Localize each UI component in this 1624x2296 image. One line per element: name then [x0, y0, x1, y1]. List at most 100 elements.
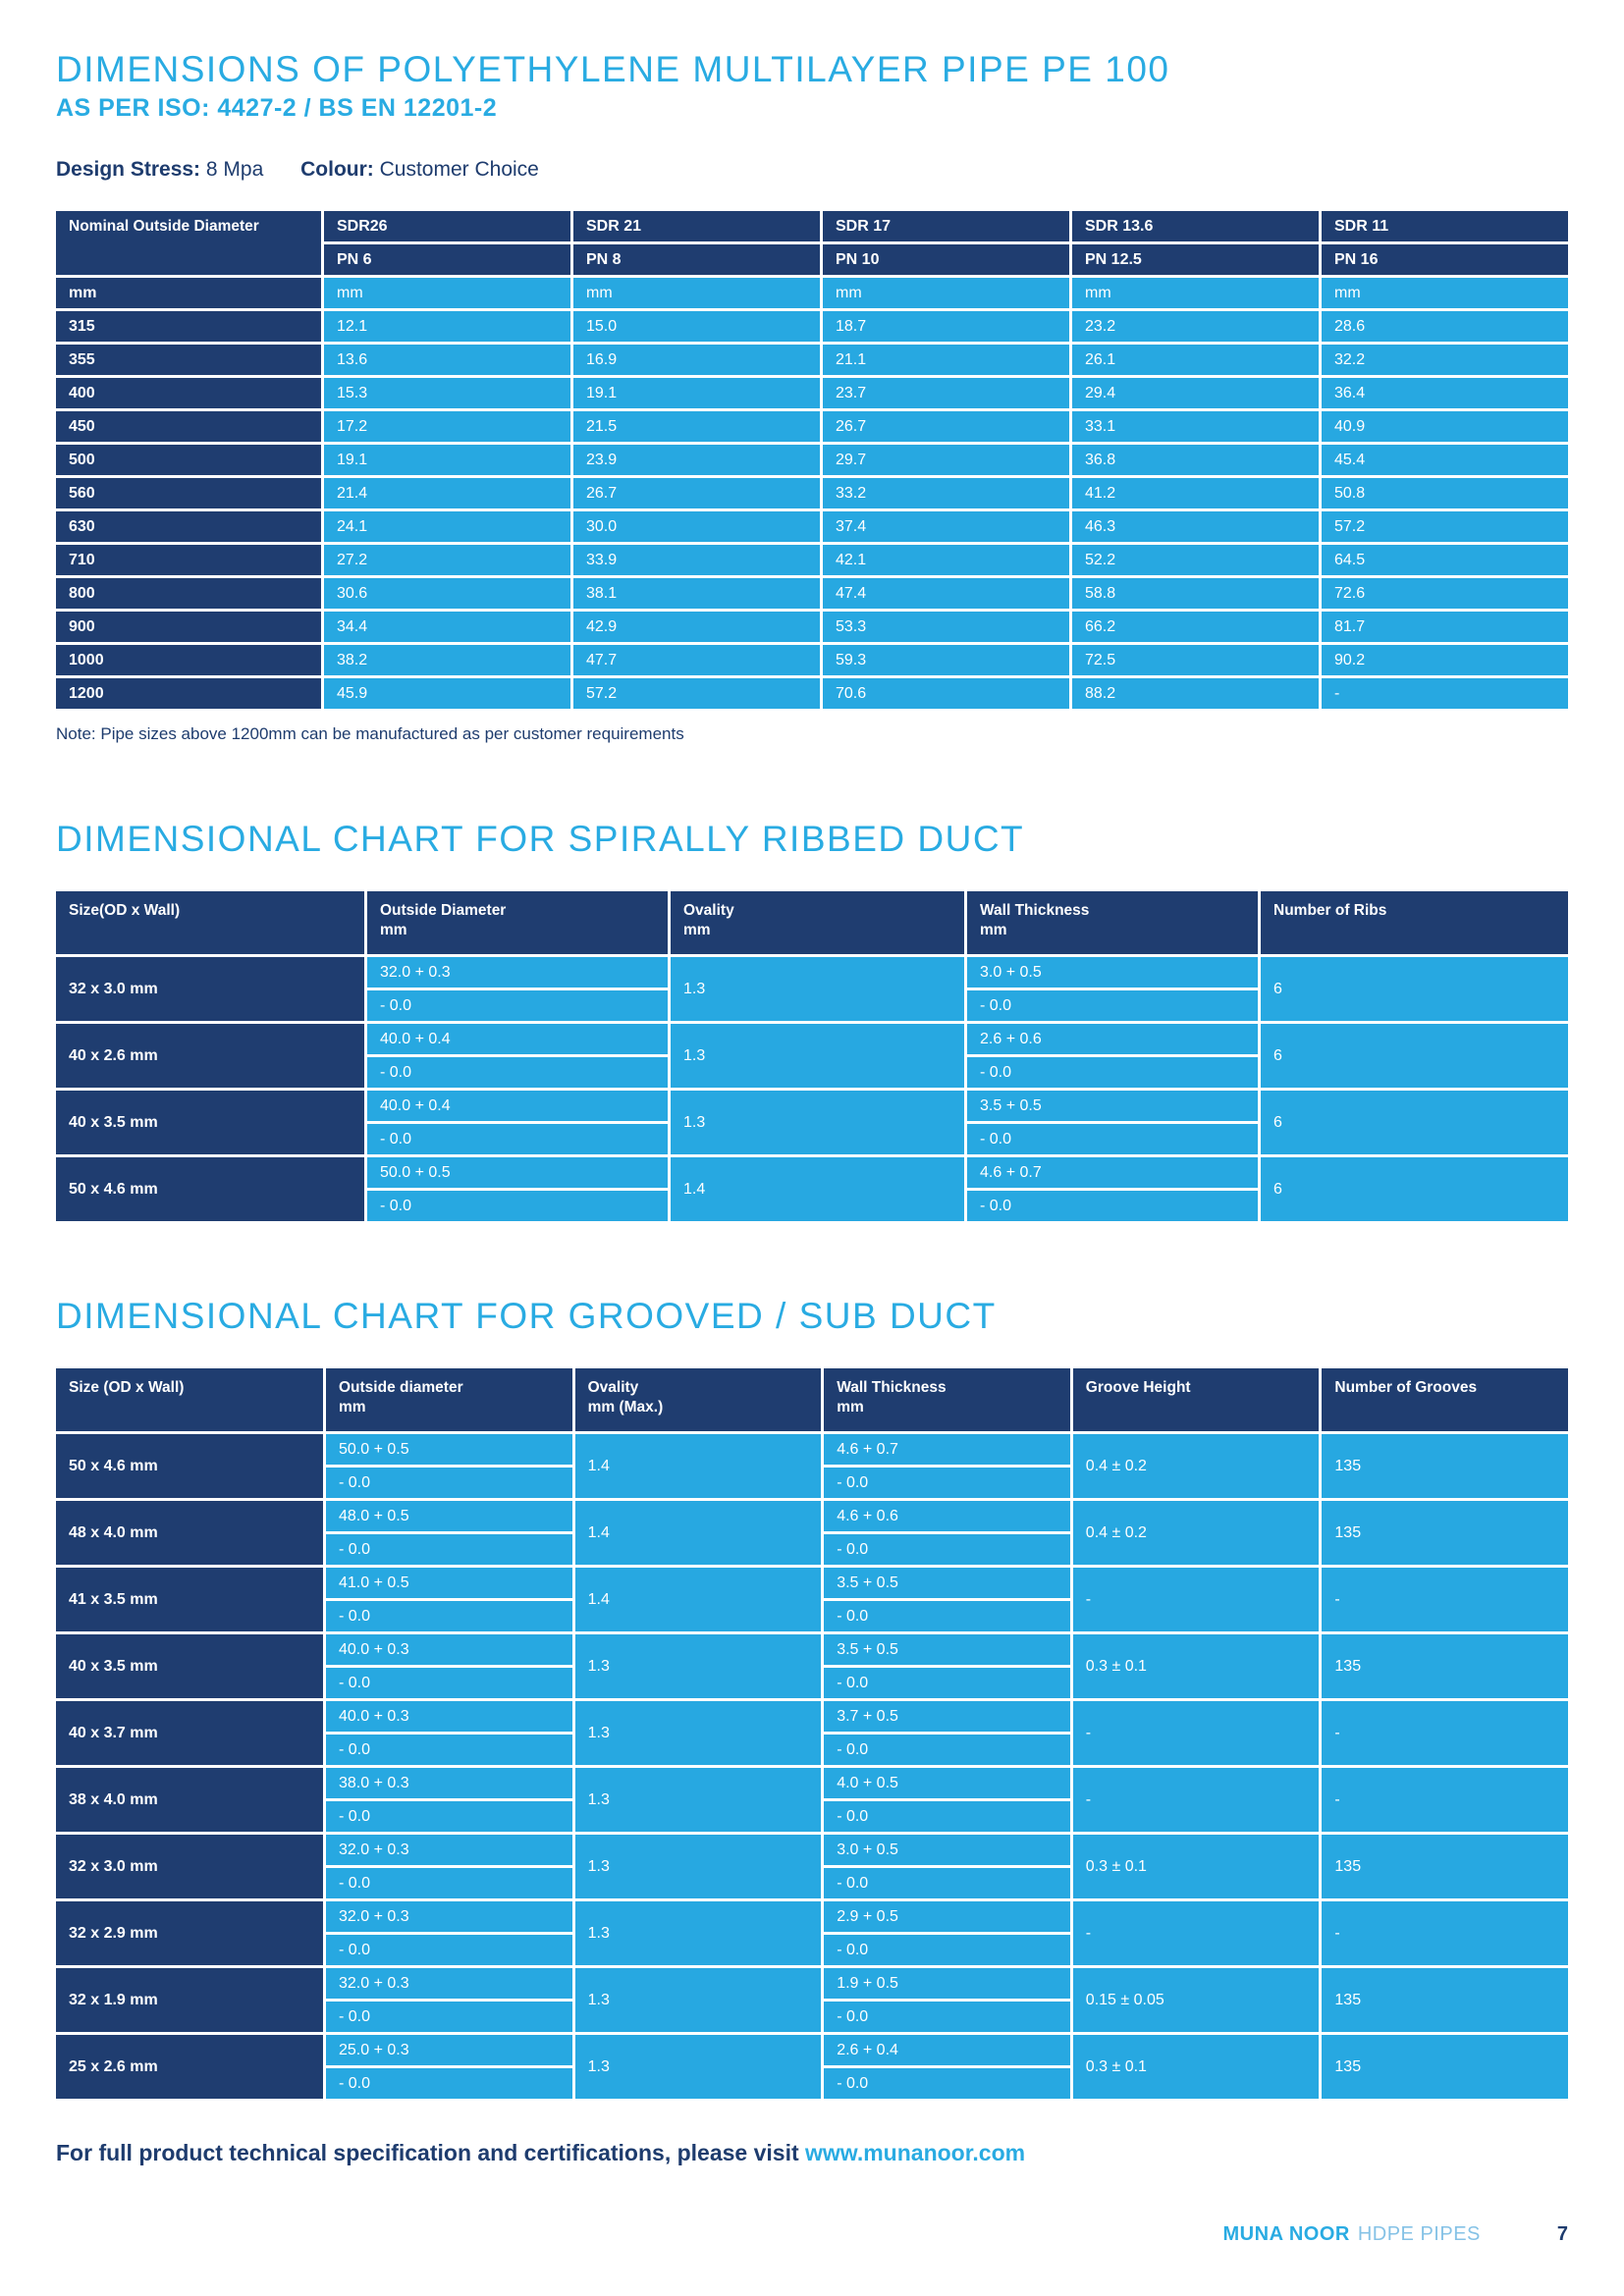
t2-header-ribs-label: Number of Ribs	[1273, 902, 1387, 919]
t1-row-header: Nominal Outside Diameter	[56, 211, 321, 275]
t3-wt-cell: 3.5 + 0.5- 0.0	[824, 1568, 1070, 1631]
t2-od-minus-cell: - 0.0	[367, 1057, 668, 1088]
t3-od-cell: 41.0 + 0.5- 0.0	[326, 1568, 572, 1631]
t3-wt-plus-cell: 1.9 + 0.5	[824, 1968, 1070, 1999]
t2-od-cell: 32.0 + 0.3- 0.0	[367, 957, 668, 1021]
design-stress-value: 8 Mpa	[205, 158, 264, 181]
t3-row: 40 x 3.7 mm 40.0 + 0.3- 0.0 1.3 3.7 + 0.5- …	[56, 1701, 1568, 1765]
t2-wt-minus-cell: - 0.0	[967, 990, 1258, 1021]
t2-od-plus-cell: 50.0 + 0.5	[367, 1157, 668, 1188]
t3-number-of-grooves-cell: 135	[1322, 2035, 1568, 2099]
t2-size-cell: 40 x 2.6 mm	[56, 1024, 364, 1088]
t3-wt-minus-cell: - 0.0	[824, 1601, 1070, 1631]
t3-size-cell: 40 x 3.5 mm	[56, 1634, 323, 1698]
t1-value-cell: 26.1	[1072, 345, 1319, 375]
t3-row: 50 x 4.6 mm 50.0 + 0.5- 0.0 1.4 4.6 + 0.7- …	[56, 1434, 1568, 1498]
t3-wt-plus-cell: 4.6 + 0.6	[824, 1501, 1070, 1531]
t2-header-od-label: Outside Diameter	[380, 902, 507, 919]
t3-od-cell: 48.0 + 0.5- 0.0	[326, 1501, 572, 1565]
footer-website-link[interactable]: www.munanoor.com	[805, 2140, 1026, 2165]
t3-row: 41 x 3.5 mm 41.0 + 0.5- 0.0 1.4 3.5 + 0.5- …	[56, 1568, 1568, 1631]
t3-od-plus-cell: 32.0 + 0.3	[326, 1901, 572, 1932]
t3-wt-minus-cell: - 0.0	[824, 1534, 1070, 1565]
t3-od-plus-cell: 25.0 + 0.3	[326, 2035, 572, 2065]
t2-od-cell: 50.0 + 0.5- 0.0	[367, 1157, 668, 1221]
t1-pn-header: PN 12.5	[1072, 244, 1319, 275]
t1-value-cell: 42.1	[823, 545, 1069, 575]
t2-header-size: Size(OD x Wall)	[56, 891, 364, 954]
t3-od-cell: 38.0 + 0.3- 0.0	[326, 1768, 572, 1832]
t3-size-cell: 32 x 2.9 mm	[56, 1901, 323, 1965]
t1-unit-cell: mm	[1322, 278, 1568, 308]
t1-value-cell: 36.4	[1322, 378, 1568, 408]
t1-value-cell: 33.1	[1072, 411, 1319, 442]
t3-header-od-label: Outside diameter	[339, 1379, 463, 1396]
t3-od-minus-cell: - 0.0	[326, 1935, 572, 1965]
t1-pn-header: PN 8	[573, 244, 820, 275]
t2-wt-cell: 3.5 + 0.5- 0.0	[967, 1091, 1258, 1154]
t3-wt-minus-cell: - 0.0	[824, 2068, 1070, 2099]
t3-od-plus-cell: 41.0 + 0.5	[326, 1568, 572, 1598]
t3-number-of-grooves-cell: -	[1322, 1568, 1568, 1631]
t3-wt-plus-cell: 2.6 + 0.4	[824, 2035, 1070, 2065]
t2-wt-plus-cell: 2.6 + 0.6	[967, 1024, 1258, 1054]
t1-value-cell: 30.0	[573, 511, 820, 542]
t1-unit-cell: mm	[324, 278, 570, 308]
t1-value-cell: 23.7	[823, 378, 1069, 408]
t3-row: 40 x 3.5 mm 40.0 + 0.3- 0.0 1.3 3.5 + 0.5- …	[56, 1634, 1568, 1698]
t2-od-plus-cell: 40.0 + 0.4	[367, 1091, 668, 1121]
catalog-page: DIMENSIONS OF POLYETHYLENE MULTILAYER PI…	[56, 49, 1568, 2246]
t3-wt-cell: 4.6 + 0.7- 0.0	[824, 1434, 1070, 1498]
t1-value-cell: 21.5	[573, 411, 820, 442]
t1-value-cell: 66.2	[1072, 612, 1319, 642]
t2-od-plus-cell: 40.0 + 0.4	[367, 1024, 668, 1054]
t3-wt-minus-cell: - 0.0	[824, 1468, 1070, 1498]
t1-size-cell: 630	[56, 511, 321, 542]
colour-label: Colour:	[300, 158, 374, 181]
t3-header-ovality-label: Ovality	[587, 1379, 639, 1396]
t3-ovality-cell: 1.3	[574, 1835, 822, 1898]
brand-line: MUNA NOOR HDPE PIPES 7	[56, 2223, 1568, 2246]
t3-wt-minus-cell: - 0.0	[824, 1668, 1070, 1698]
t3-header-groove-label: Groove Height	[1085, 1379, 1191, 1396]
t3-wt-minus-cell: - 0.0	[824, 1868, 1070, 1898]
t2-wt-minus-cell: - 0.0	[967, 1191, 1258, 1221]
page-title: DIMENSIONS OF POLYETHYLENE MULTILAYER PI…	[56, 49, 1170, 89]
t3-od-plus-cell: 32.0 + 0.3	[326, 1968, 572, 1999]
t3-header-groove-height: Groove Height	[1072, 1368, 1320, 1431]
t1-value-cell: 29.4	[1072, 378, 1319, 408]
t1-value-cell: 17.2	[324, 411, 570, 442]
t2-header-row: Size(OD x Wall) Outside Diameter mm Oval…	[56, 891, 1568, 954]
t3-number-of-grooves-cell: 135	[1322, 1501, 1568, 1565]
t2-header-wt-unit: mm	[980, 922, 1007, 938]
t3-row: 32 x 1.9 mm 32.0 + 0.3- 0.0 1.3 1.9 + 0.5- …	[56, 1968, 1568, 2032]
t1-sdr-header: SDR 21	[573, 211, 820, 241]
t3-size-cell: 32 x 3.0 mm	[56, 1835, 323, 1898]
t3-wt-plus-cell: 3.5 + 0.5	[824, 1634, 1070, 1665]
t1-size-cell: 500	[56, 445, 321, 475]
t2-body: 32 x 3.0 mm 32.0 + 0.3- 0.0 1.3 3.0 + 0.5- …	[56, 957, 1568, 1221]
t3-header-od: Outside diameter mm	[326, 1368, 572, 1431]
t2-wt-plus-cell: 3.0 + 0.5	[967, 957, 1258, 988]
t2-ovality-cell: 1.3	[671, 1091, 964, 1154]
t1-value-cell: 33.9	[573, 545, 820, 575]
t2-ribs-cell: 6	[1261, 1157, 1568, 1221]
t2-ovality-cell: 1.3	[671, 957, 964, 1021]
design-stress-label: Design Stress:	[56, 158, 201, 181]
t1-value-cell: 27.2	[324, 545, 570, 575]
footer-line: For full product technical specification…	[56, 2140, 1568, 2166]
t1-value-cell: 21.4	[324, 478, 570, 508]
t1-value-cell: 21.1	[823, 345, 1069, 375]
t1-value-cell: 58.8	[1072, 578, 1319, 609]
t3-od-minus-cell: - 0.0	[326, 1735, 572, 1765]
t3-ovality-cell: 1.4	[574, 1434, 822, 1498]
t1-value-cell: 64.5	[1322, 545, 1568, 575]
t1-size-cell: 900	[56, 612, 321, 642]
grooved-sub-duct-table: Size (OD x Wall) Outside diameter mm Ova…	[56, 1368, 1568, 2099]
t3-wt-minus-cell: - 0.0	[824, 1801, 1070, 1832]
t2-od-cell: 40.0 + 0.4- 0.0	[367, 1024, 668, 1088]
t3-od-cell: 32.0 + 0.3- 0.0	[326, 1835, 572, 1898]
t2-wt-minus-cell: - 0.0	[967, 1057, 1258, 1088]
t1-value-cell: 29.7	[823, 445, 1069, 475]
t1-unit-cell: mm	[823, 278, 1069, 308]
